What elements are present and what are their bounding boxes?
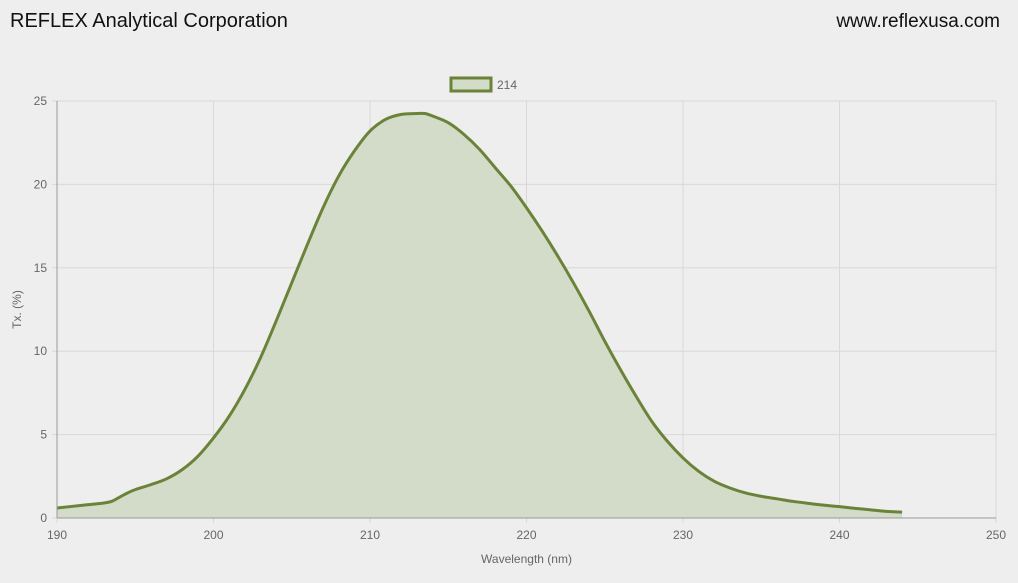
company-name: REFLEX Analytical Corporation <box>10 10 288 32</box>
y-tick-label: 20 <box>34 177 48 191</box>
x-tick-label: 230 <box>673 528 693 542</box>
y-tick-label: 5 <box>40 428 47 442</box>
axes: 190 200 210 220 230 240 250 0 5 10 15 20 25 <box>34 94 1007 542</box>
y-axis-title: Tx. (%) <box>10 290 24 329</box>
x-tick-label: 240 <box>829 528 849 542</box>
legend-label[interactable]: 214 <box>497 78 517 92</box>
x-tick-label: 200 <box>203 528 223 542</box>
y-tick-label: 0 <box>40 511 47 525</box>
y-tick-label: 15 <box>34 261 48 275</box>
legend[interactable]: 214 <box>449 76 517 93</box>
x-tick-label: 250 <box>986 528 1006 542</box>
x-tick-label: 210 <box>360 528 380 542</box>
series-area-fill <box>57 113 903 518</box>
x-tick-label: 220 <box>516 528 536 542</box>
series-line <box>56 111 903 514</box>
website-link[interactable]: www.reflexusa.com <box>836 11 1000 32</box>
y-tick-label: 10 <box>34 344 48 358</box>
legend-swatch[interactable] <box>449 76 493 93</box>
y-tick-label: 25 <box>34 94 48 108</box>
x-tick-label: 190 <box>47 528 67 542</box>
x-axis-title: Wavelength (nm) <box>481 552 572 566</box>
